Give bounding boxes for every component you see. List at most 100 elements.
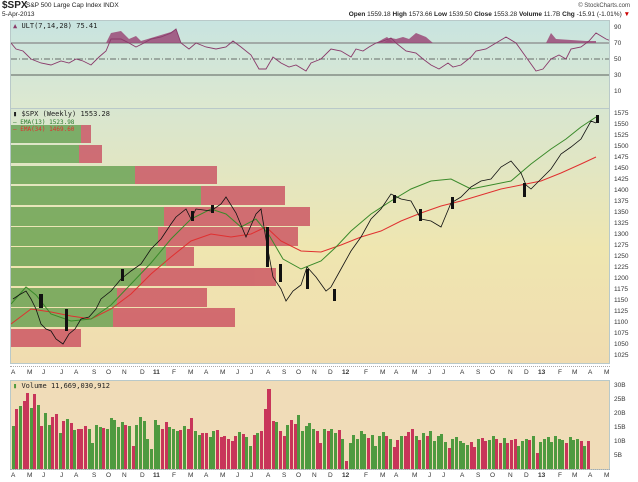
x-tick: F [558,472,562,479]
x-tick: O [106,369,112,376]
price-tick: 1500 [614,143,629,150]
volume-by-price [11,125,310,347]
x-tick: D [524,472,529,479]
price-tick: 1075 [614,330,629,337]
x-tick: J [442,472,446,479]
price-tick: 1125 [614,308,628,315]
brand-label: © StockCharts.com [578,3,630,9]
x-axis-bottom: A M J J A S O N D 11 F M A M J J A S O N… [10,469,610,482]
x-tick: A [394,472,399,479]
chart-header: $SPX S&P 500 Large Cap Index INDX 5-Apr-… [0,0,638,20]
x-tick: F [558,369,562,376]
price-tick: 1025 [614,352,629,359]
x-tick: A [394,369,399,376]
x-tick: J [250,472,254,479]
price-tick: 1325 [614,220,629,227]
high-value: 1573.66 [408,11,433,18]
x-tick: F [172,369,176,376]
price-label: ▮ $SPX (Weekly) 1553.28 [13,110,110,118]
x-tick: N [312,472,317,479]
price-tick: 1375 [614,198,629,205]
x-tick-year: 11 [153,369,160,376]
x-tick: J [442,369,446,376]
close-value: 1553.28 [493,11,518,18]
chart-date: 5-Apr-2013 [2,11,35,18]
x-tick: S [92,369,97,376]
volume-value: 11.7B [543,11,561,18]
x-tick: O [296,472,302,479]
price-tick: 1150 [614,297,628,304]
ema13-legend: — EMA(13) 1523.98 [13,119,75,126]
x-tick: S [92,472,97,479]
ult-tick: 10 [614,88,622,95]
price-tick: 1275 [614,242,629,249]
x-tick: O [490,369,496,376]
x-tick: M [188,472,194,479]
volume-tick: 5B [614,452,622,459]
close-label: Close [474,11,492,18]
x-tick-year: 12 [342,369,350,376]
x-tick: F [172,472,176,479]
x-tick: M [604,472,610,479]
open-label: Open [348,11,366,18]
ult-plot [11,28,609,76]
x-tick: S [476,369,481,376]
x-tick: J [42,369,46,376]
ult-tick: 30 [614,72,622,79]
down-triangle-icon: ▼ [623,11,630,18]
x-tick: J [236,369,240,376]
x-tick: J [60,369,64,376]
volume-label: Volume [518,11,542,18]
x-tick: D [328,369,333,376]
price-tick: 1575 [614,110,629,117]
x-tick: A [266,472,271,479]
x-tick: M [380,369,386,376]
ult-tick: 50 [614,56,622,63]
x-tick: A [204,369,209,376]
volume-tick: 10B [614,438,626,445]
price-tick: 1225 [614,264,629,271]
x-tick: D [328,472,333,479]
x-tick: M [220,369,226,376]
price-tick: 1350 [614,209,629,216]
x-tick: N [122,369,127,376]
x-tick: J [236,472,240,479]
x-tick: J [428,472,432,479]
quote-summary: Open 1559.18 High 1573.66 Low 1539.50 Cl… [349,11,630,18]
x-tick: A [11,369,16,376]
x-tick: M [27,369,33,376]
ult-label: ▲ ULT(7,14,28) 75.41 [13,22,97,30]
x-tick: D [140,369,145,376]
x-tick: M [188,369,194,376]
x-tick: A [74,369,79,376]
x-tick: O [106,472,112,479]
x-tick-year: 13 [538,472,546,479]
x-tick: A [11,472,16,479]
x-tick: M [220,472,226,479]
volume-tick: 15B [614,424,626,431]
x-tick: S [476,472,481,479]
x-tick: D [140,472,145,479]
x-tick: M [572,369,578,376]
price-tick: 1525 [614,132,629,139]
price-tick: 1050 [614,341,629,348]
x-tick: A [460,369,465,376]
x-tick: J [42,472,46,479]
ult-value: ULT(7,14,28) 75.41 [21,22,98,30]
price-tick: 1550 [614,121,629,128]
symbol-description: S&P 500 Large Cap Index INDX [26,2,119,9]
price-tick: 1475 [614,154,629,161]
x-axis-top: A M J J A S O N D 11 F M A M J J A S O N… [10,366,610,379]
ult-icon: ▲ [13,22,18,30]
volume-label: ▮ Volume 11,669,030,912 [13,382,110,390]
ema34-legend: — EMA(34) 1469.60 [13,126,75,133]
x-tick: S [282,472,287,479]
price-panel: ▮ $SPX (Weekly) 1553.28 — EMA(13) 1523.9… [10,108,610,364]
low-value: 1539.50 [448,11,473,18]
x-tick: M [412,369,418,376]
x-tick: J [428,369,432,376]
x-tick-year: 11 [153,472,160,479]
price-tick: 1175 [614,286,628,293]
chg-value: -15.91 (-1.01%) [576,11,622,18]
ema34-value: EMA(34) 1469.60 [20,126,75,133]
